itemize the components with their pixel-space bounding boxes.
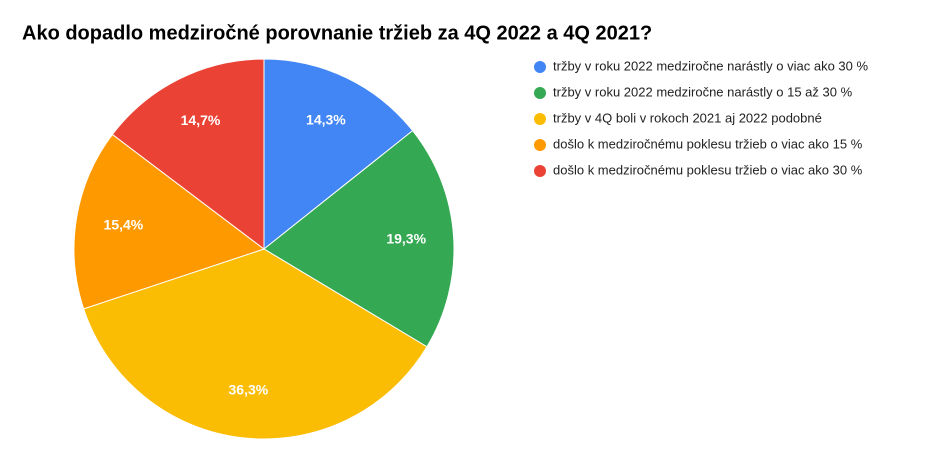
legend-marker	[534, 113, 546, 125]
slice-label: 14,3%	[306, 111, 346, 127]
legend-label: tržby v 4Q boli v rokoch 2021 aj 2022 po…	[553, 110, 822, 125]
slice-label: 19,3%	[386, 230, 426, 246]
legend-label: tržby v roku 2022 medziročne narástly o …	[553, 84, 853, 99]
legend-label: došlo k medziročnému poklesu tržieb o vi…	[553, 136, 863, 151]
pie-slice	[83, 248, 428, 440]
legend-marker	[534, 61, 546, 73]
legend-marker	[534, 165, 546, 177]
chart-title: Ako dopadlo medziročné porovnanie tržieb…	[22, 22, 652, 44]
legend-label: tržby v roku 2022 medziročne narástly o …	[553, 58, 868, 73]
pie-slice	[73, 133, 266, 310]
legend-marker	[534, 139, 546, 151]
slice-label: 36,3%	[229, 381, 269, 397]
legend-label: došlo k medziročnému poklesu tržieb o vi…	[553, 162, 863, 177]
slice-label: 15,4%	[104, 217, 144, 233]
legend-marker	[534, 87, 546, 99]
pie-slice	[111, 58, 265, 251]
pie-slice	[263, 58, 414, 251]
slice-label: 14,7%	[181, 112, 221, 128]
pie-slice	[263, 129, 455, 348]
